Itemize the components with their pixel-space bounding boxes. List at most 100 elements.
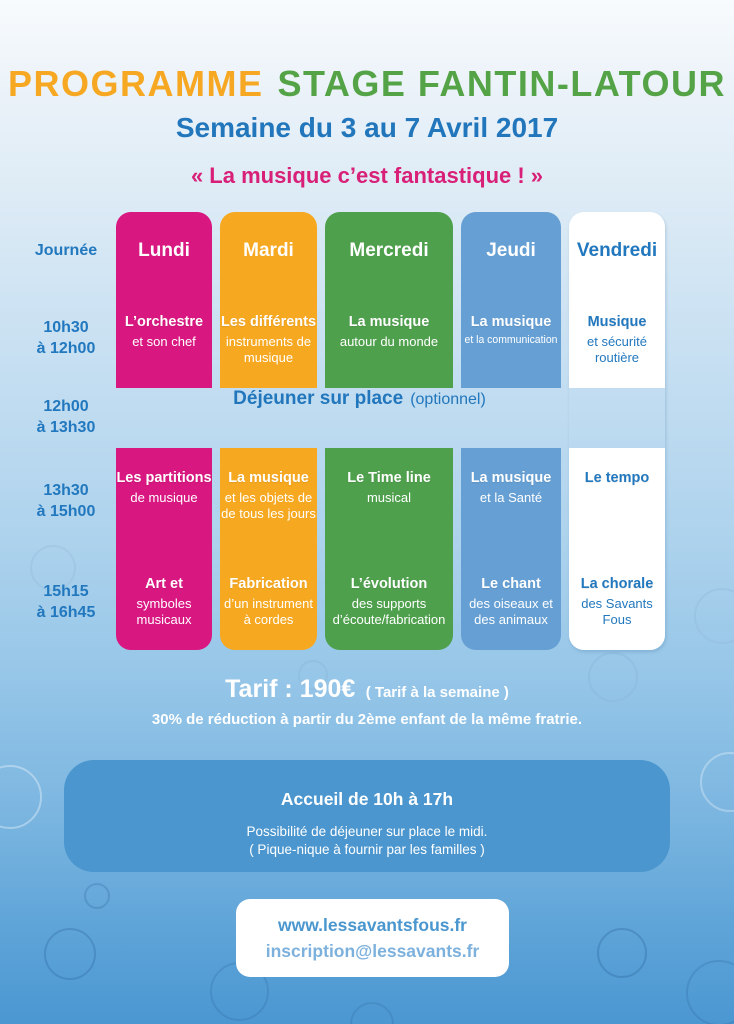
time-line: 13h30 (43, 482, 89, 500)
day-column-mardi: Mardi Les différents instruments de musi… (220, 212, 317, 650)
session-subtitle: et la Santé (479, 490, 543, 505)
session-subtitle: des oiseaux et des animaux (469, 596, 553, 627)
session-cell: Les partitions de musique (116, 448, 212, 556)
accueil-box: Accueil de 10h à 17h Possibilité de déje… (64, 760, 670, 872)
lunch-row: Déjeuner sur place (optionnel) (54, 388, 665, 448)
contact-card: www.lessavantsfous.fr inscription@lessav… (236, 899, 509, 977)
session-title: La musique (470, 470, 552, 486)
session-subtitle: instruments de musique (225, 334, 312, 365)
bubble-decoration (694, 588, 734, 644)
bubble-decoration (0, 765, 42, 829)
day-column-jeudi: Jeudi La musique et la communication La … (461, 212, 561, 650)
discount-note: 30% de réduction à partir du 2ème enfant… (151, 711, 583, 728)
week-subtitle: Semaine du 3 au 7 Avril 2017 (175, 112, 559, 143)
session-subtitle: symboles musicaux (136, 596, 192, 627)
session-subtitle: et son chef (132, 334, 196, 349)
bubble-decoration (84, 883, 110, 909)
time-line: à 15h00 (36, 503, 96, 520)
bubble-decoration (350, 1002, 394, 1024)
page-title: PROGRAMME STAGE FANTIN-LATOUR (0, 66, 734, 102)
accueil-line1: Possibilité de déjeuner sur place le mid… (246, 824, 488, 839)
session-cell: Les différents instruments de musique (220, 290, 317, 388)
accueil-title: Accueil de 10h à 17h (280, 789, 454, 809)
day-name: Jeudi (486, 240, 536, 261)
session-title: Les partitions (116, 470, 212, 486)
session-title: L’évolution (350, 576, 428, 592)
day-header: Vendredi (569, 212, 665, 290)
session-cell: L’orchestre et son chef (116, 290, 212, 388)
time-line: à 12h00 (36, 340, 96, 357)
session-title: La musique (348, 314, 430, 330)
pricing-section: Tarif : 190€ ( Tarif à la semaine ) 30% … (0, 675, 734, 728)
tarif-line: Tarif : 190€ ( Tarif à la semaine ) (0, 675, 734, 704)
session-cell: Art et symboles musicaux (116, 556, 212, 650)
bubble-decoration (700, 752, 734, 812)
session-subtitle: et sécurité routière (587, 334, 647, 365)
day-header: Lundi (116, 212, 212, 290)
session-title: La chorale (580, 576, 654, 592)
time-line: 12h00 (43, 398, 89, 416)
lunch-label: Déjeuner sur place (233, 388, 404, 409)
session-cell: Musique et sécurité routière (569, 290, 665, 388)
session-subtitle: et les objets de de tous les jours (221, 490, 316, 521)
session-cell: Le Time line musical (325, 448, 453, 556)
schedule-table: Journée 10h30 à 12h00 12h00 à 13h30 13h3… (24, 212, 665, 650)
bubble-decoration (686, 960, 734, 1024)
session-title: Le chant (481, 576, 541, 592)
session-subtitle: d’un instrument à cordes (224, 596, 313, 627)
tarif-note: ( Tarif à la semaine ) (365, 684, 509, 701)
time-column: Journée 10h30 à 12h00 12h00 à 13h30 13h3… (24, 212, 108, 650)
bubble-decoration (44, 928, 96, 980)
tarif-amount: Tarif : 190€ (225, 675, 356, 703)
session-cell: La chorale des Savants Fous (569, 556, 665, 650)
session-title: La musique (228, 470, 309, 486)
session-subtitle: des Savants Fous (581, 596, 653, 627)
session-title: L’orchestre (124, 314, 204, 330)
session-title: Art et (145, 576, 183, 592)
day-header: Mercredi (325, 212, 453, 290)
session-title: La musique (470, 314, 552, 330)
email-link[interactable]: inscription@lessavants.fr (265, 940, 480, 961)
session-title: Musique (587, 314, 647, 330)
time-line: 15h15 (43, 583, 89, 601)
session-subtitle: et la communication (464, 334, 558, 346)
time-slot-1: 10h30 à 12h00 (24, 290, 108, 388)
title-programme: PROGRAMME (8, 63, 264, 104)
bubble-decoration (597, 928, 647, 978)
session-cell: La musique et la communication (461, 290, 561, 388)
session-subtitle: musical (366, 490, 412, 505)
website-link[interactable]: www.lessavantsfous.fr (278, 914, 467, 935)
day-name: Mercredi (349, 240, 429, 261)
session-title: Le Time line (347, 470, 431, 486)
time-line: à 13h30 (36, 419, 96, 436)
session-cell: Le chant des oiseaux et des animaux (461, 556, 561, 650)
time-line: 10h30 (43, 319, 89, 337)
bubble-decoration (30, 545, 76, 591)
bubble-decoration (588, 652, 638, 702)
time-slot-3: 13h30 à 15h00 (24, 448, 108, 556)
accueil-line2: ( Pique-nique à fournir par les familles… (249, 841, 485, 857)
session-cell: La musique et les objets de de tous les … (220, 448, 317, 556)
session-cell: La musique et la Santé (461, 448, 561, 556)
time-line: à 16h45 (36, 604, 96, 621)
session-subtitle: autour du monde (339, 334, 439, 349)
session-title: Les différents (220, 314, 317, 330)
time-slot-2: 12h00 à 13h30 (24, 388, 108, 448)
time-slot-4: 15h15 à 16h45 (24, 556, 108, 650)
theme-quote: « La musique c’est fantastique ! » (190, 163, 544, 188)
session-cell: Le tempo (569, 448, 665, 556)
session-title: Fabrication (229, 576, 308, 592)
day-column-lundi: Lundi L’orchestre et son chef Les partit… (116, 212, 212, 650)
session-cell: L’évolution des supports d’écoute/fabric… (325, 556, 453, 650)
day-column-vendredi: Vendredi Musique et sécurité routière Le… (569, 212, 665, 650)
corner-label-journee: Journée (24, 212, 108, 290)
lunch-note: (optionnel) (410, 391, 486, 408)
session-subtitle: des supports d’écoute/fabrication (332, 596, 446, 627)
day-name: Vendredi (576, 240, 658, 261)
session-title: Le tempo (584, 470, 650, 486)
session-cell: La musique autour du monde (325, 290, 453, 388)
session-cell: Fabrication d’un instrument à cordes (220, 556, 317, 650)
title-stage-fantin-latour: STAGE FANTIN-LATOUR (277, 63, 726, 104)
day-column-mercredi: Mercredi La musique autour du monde Le T… (325, 212, 453, 650)
